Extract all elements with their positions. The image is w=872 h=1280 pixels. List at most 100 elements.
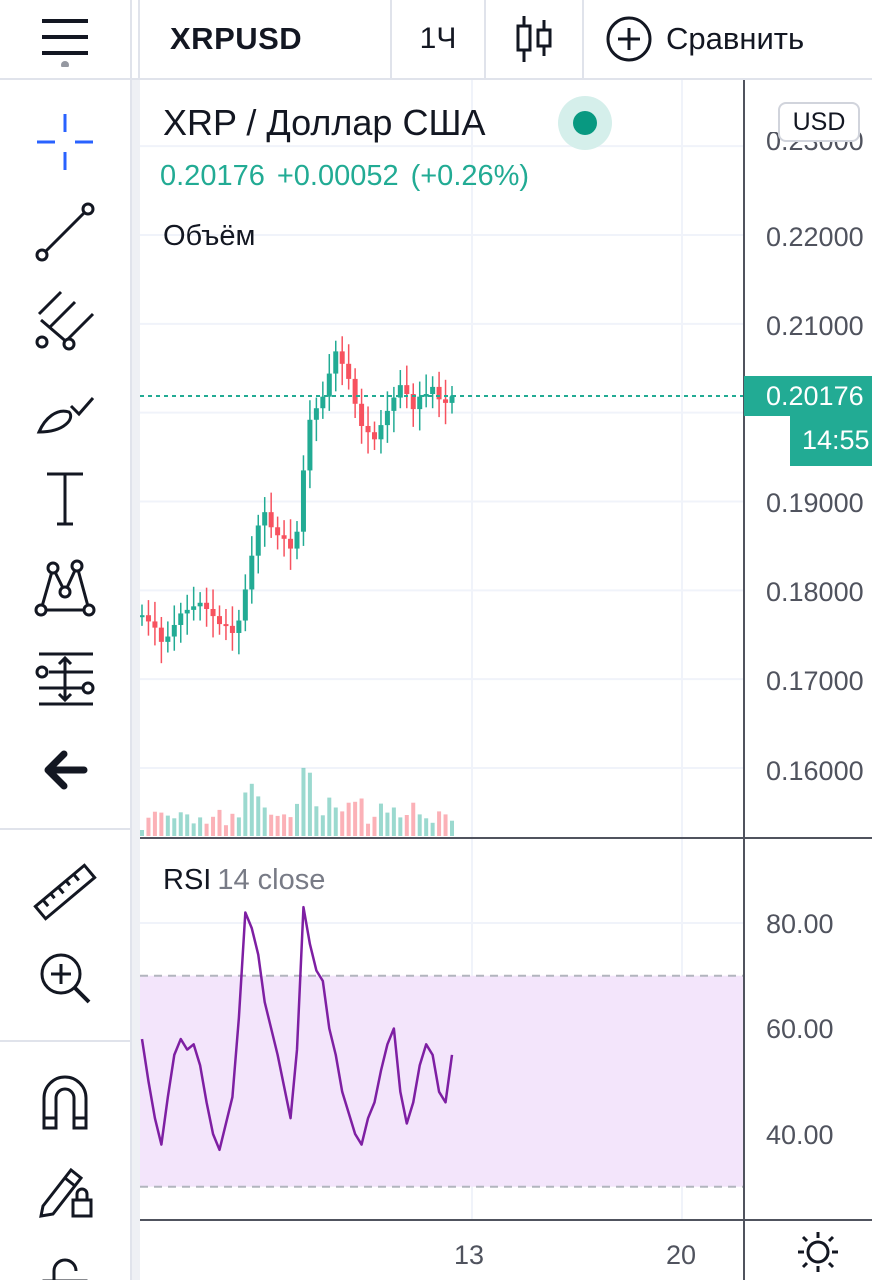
chart-area[interactable]: XRP / Доллар США 0.20176 +0.00052 (+0.26%)… [140, 80, 872, 1280]
volume-bar [378, 803, 383, 836]
zoom-in-tool[interactable] [25, 938, 105, 1018]
volume-bar [275, 815, 280, 836]
volume-bar [269, 814, 274, 836]
rsi-indicator-label[interactable]: RSI 14 close [163, 864, 325, 897]
volume-bar [211, 816, 216, 836]
hide-toolbar-button[interactable] [25, 730, 105, 810]
interval-button[interactable]: 1Ч [392, 0, 484, 78]
unlock-tool[interactable] [25, 1230, 105, 1280]
candle-body [262, 512, 268, 526]
candle-body [210, 608, 216, 617]
prediction-icon [35, 652, 95, 706]
volume-bar [262, 807, 267, 836]
candle-body [165, 636, 171, 642]
volume-bar [327, 797, 332, 836]
volume-bar [398, 817, 403, 836]
price-scale[interactable]: 0.23000 0.22000 0.21000 0.19000 0.18000 … [744, 80, 872, 1280]
rsi-name: RSI [163, 864, 212, 896]
candle-body [204, 602, 210, 609]
magnet-tool[interactable] [25, 1062, 105, 1142]
top-toolbar: XRPUSD 1Ч Сравнить [0, 0, 872, 80]
price-change-value: +0.00052 [276, 160, 399, 192]
pitchfork-tool[interactable] [25, 280, 105, 360]
price-label: 0.19000 [766, 488, 864, 518]
volume-bar [191, 823, 196, 836]
volume-bar [198, 817, 203, 836]
currency-button[interactable]: USD [778, 102, 860, 142]
chart-type-button[interactable] [486, 0, 582, 78]
candle-body [197, 602, 203, 607]
price-label: 0.17000 [766, 666, 864, 696]
candle-body [410, 394, 416, 410]
volume-bar [404, 815, 409, 836]
volume-bar [359, 798, 364, 836]
candle-body [288, 538, 294, 549]
candle-body [404, 385, 410, 395]
text-tool[interactable] [25, 458, 105, 538]
volume-bar [314, 806, 319, 836]
candle-body [430, 386, 436, 395]
rsi-scale-label: 40.00 [766, 1120, 834, 1150]
volume-bar [437, 811, 442, 836]
candlestick-icon [516, 16, 552, 62]
symbol-title: XRP / Доллар США [163, 102, 486, 143]
candle-body [217, 616, 222, 625]
volume-bar [450, 820, 454, 836]
prediction-tool[interactable] [25, 638, 105, 718]
price-label: 0.22000 [766, 222, 864, 252]
trend-line-tool[interactable] [25, 192, 105, 272]
ruler-icon [33, 863, 97, 921]
drawing-toolbar [0, 80, 130, 1280]
candle-body [184, 609, 190, 614]
lock-drawings-tool[interactable] [25, 1148, 105, 1228]
last-price-value: 0.20176 [160, 160, 265, 192]
market-status-indicator[interactable] [558, 96, 612, 150]
chart-canvas[interactable] [140, 80, 872, 1280]
time-label: 13 [454, 1240, 485, 1270]
settings-sun-icon [798, 1232, 838, 1272]
candle-body [417, 396, 423, 410]
candle-body [140, 615, 145, 618]
candle-body [372, 432, 377, 440]
symbol-search-button[interactable]: XRPUSD [140, 0, 390, 78]
volume-bar [217, 809, 222, 836]
brush-tool[interactable] [25, 368, 105, 448]
volume-bars [140, 767, 454, 836]
price-label: 0.21000 [766, 311, 864, 341]
candle-body [275, 527, 281, 536]
candle-body [268, 512, 274, 528]
brush-icon [36, 397, 95, 434]
zoom-in-icon [40, 953, 91, 1004]
hamburger-menu-icon [42, 19, 88, 67]
crosshair-tool[interactable] [25, 102, 105, 182]
ruler-tool[interactable] [25, 852, 105, 932]
candle-body [178, 613, 184, 625]
toolbar-divider [130, 80, 140, 1280]
chart-settings-button[interactable] [798, 1232, 858, 1280]
plus-circle-icon [606, 16, 652, 62]
volume-bar [417, 814, 422, 836]
volume-bar [204, 823, 209, 836]
volume-bar [282, 814, 287, 836]
volume-bar [424, 818, 429, 836]
candle-body [359, 403, 365, 426]
candle-body [294, 531, 300, 549]
compare-button[interactable]: Сравнить [584, 0, 872, 78]
lock-drawings-icon [39, 1167, 93, 1218]
candle-body [191, 606, 197, 610]
crosshair-icon [37, 114, 93, 170]
pitchfork-icon [35, 290, 95, 351]
price-legend: 0.20176 +0.00052 (+0.26%) [160, 160, 541, 193]
volume-bar [340, 811, 345, 836]
volume-bar [295, 803, 299, 836]
menu-button[interactable] [0, 0, 130, 78]
candle-body [320, 396, 326, 409]
volume-bar [301, 767, 306, 836]
volume-bar [385, 812, 390, 836]
candle-body [171, 624, 177, 637]
pattern-tool[interactable] [25, 548, 105, 628]
volume-indicator-label[interactable]: Объём [163, 220, 256, 252]
candle-body [423, 394, 429, 397]
market-open-dot [573, 111, 597, 135]
volume-bar [256, 796, 261, 836]
